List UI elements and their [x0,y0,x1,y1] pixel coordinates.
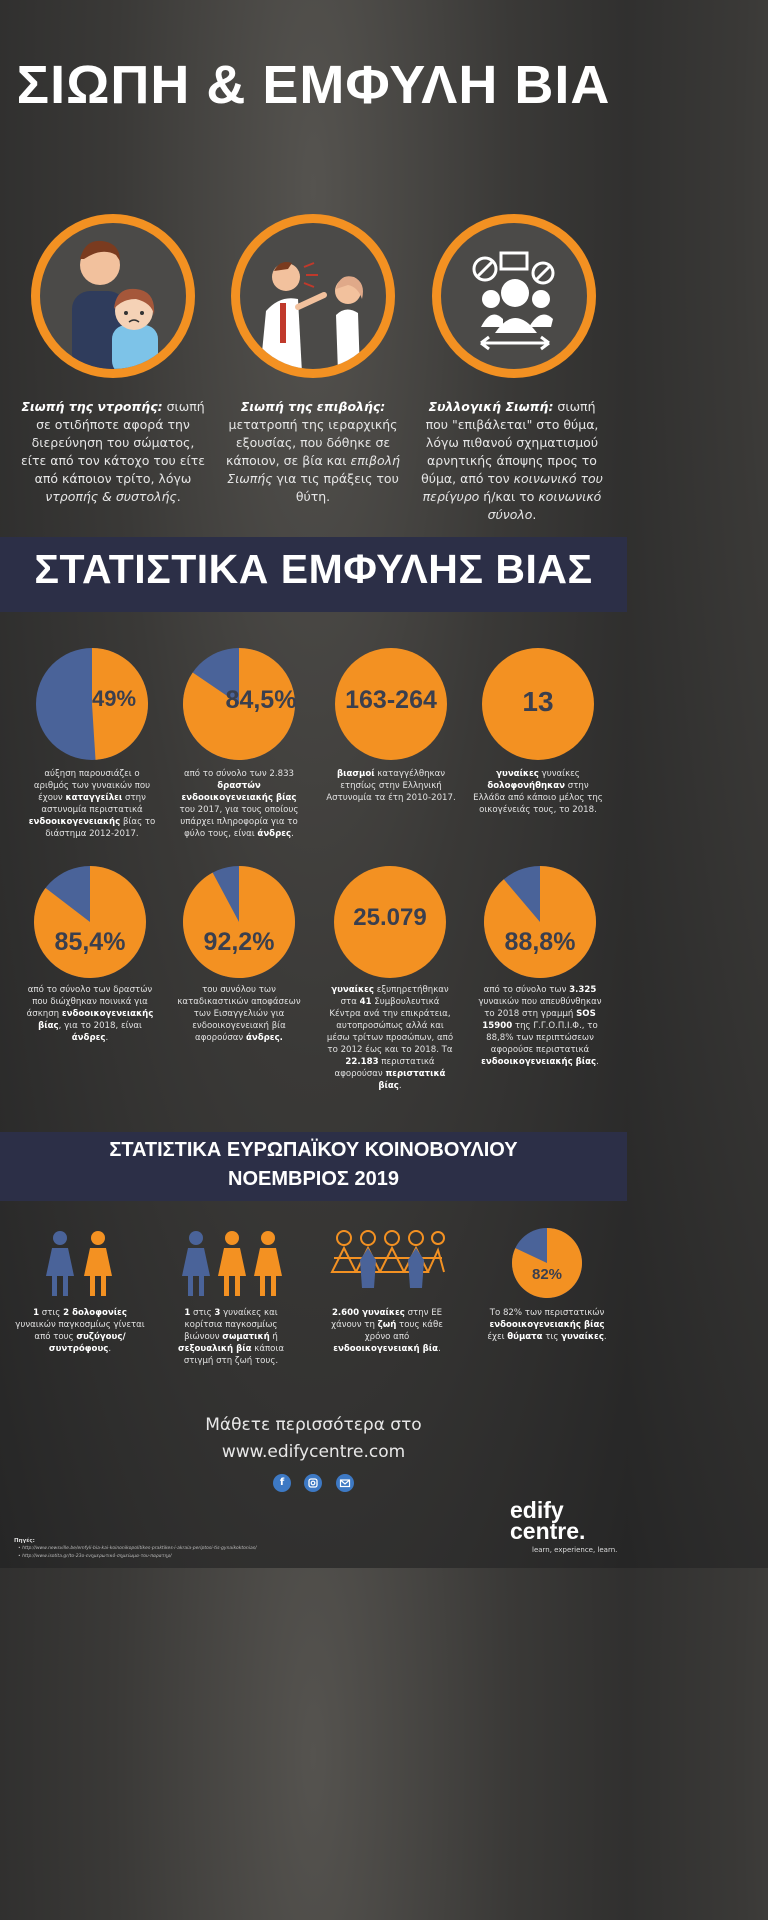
pie-chart [334,866,446,978]
email-icon[interactable] [336,1474,354,1492]
pie-chart [482,648,594,760]
stat-circle: 163-264 [335,648,447,760]
stats-banner [0,537,627,612]
source-link[interactable]: • http://www.isotita.gr/to-23o-ενημερωτι… [18,1554,172,1559]
pie-slice-full [482,648,594,760]
stat-circle: 25.079 [334,866,446,978]
pie-slice-main [484,866,596,978]
learn-more-text: Μάθετε περισσότερα στο [205,1415,422,1435]
pie-chart [484,866,596,978]
stats-banner-title: ΣΤΑΤΙΣΤΙΚΑ ΕΜΦΥΛΗΣ ΒΙΑΣ [34,546,593,592]
logo-tagline: learn, experience, learn. [532,1546,618,1554]
eu-banner [0,1132,627,1201]
shame-silence-text: Σιωπή της ντροπής: σιωπή σε οτιδήποτε αφ… [20,399,206,504]
stat-value: 85,4% [54,928,126,956]
stat-circle: 84,5% [183,648,296,760]
stat-circle: 88,8% [484,866,596,978]
eu-pie: 82% [512,1228,582,1298]
pie-slice-main [512,1228,582,1298]
learn-more: Μάθετε περισσότερα στο www.edifycentre.c… [0,1412,627,1466]
imposed-silence-illustration [231,214,395,378]
pie-slice-main [183,866,295,978]
stat-value: 49% [91,686,137,711]
stat-description: από το σύνολο των δραστών που διώχθηκαν … [26,985,154,1043]
two-women-icon [46,1231,112,1296]
pie-slice-main [34,866,146,978]
stat-value: 92,2% [203,928,275,956]
stat-description: αύξηση παρουσιάζει ο αριθμός των γυναικώ… [28,769,156,839]
stat-description: από το σύνολο των 2.833 δραστών ενδοοικο… [179,769,299,839]
eu-stat-description: 2.600 γυναίκες στην ΕΕ χάνουν τη ζωή του… [331,1308,443,1354]
stat-value: 25.079 [353,904,427,931]
crowd-with-signs-icon [472,251,555,351]
facebook-icon[interactable]: f [273,1474,291,1492]
stat-description: γυναίκες εξυπηρετήθηκαν στα 41 Συμβουλευ… [326,985,454,1091]
stat-circle: 49% [36,648,149,760]
pie-slice-main [92,648,149,760]
pie-slice-main [183,648,295,760]
eu-stat-description: 1 στις 3 γυναίκες και κορίτσια παγκοσμίω… [177,1308,285,1366]
pie-chart [512,1228,582,1298]
pie-chart [183,648,295,760]
collective-silence-text: Συλλογική Σιωπή: σιωπή που "επιβάλεται" … [421,399,603,522]
pie-slice-full [334,866,446,978]
eu-banner-line2: ΝΟΕΜΒΡΙΟΣ 2019 [228,1168,399,1190]
page-title: ΣΙΩΠΗ & ΕΜΦΥΛΗ ΒΙΑ [16,55,611,115]
pie-chart [34,866,146,978]
stat-value: 84,5% [225,686,297,714]
eu-banner-line1: ΣΤΑΤΙΣΤΙΚΑ ΕΥΡΩΠΑΪΚΟΥ ΚΟΙΝΟΒΟΥΛΙΟΥ [109,1139,518,1161]
sources-label: Πηγές: [14,1538,35,1544]
stat-description: από το σύνολο των 3.325 γυναικών που απε… [478,985,602,1067]
pie-slice-full [335,648,447,760]
pie-chart [36,648,149,760]
stat-value: 88,8% [504,928,576,956]
stat-value: 163-264 [345,686,437,714]
eu-banner-title: ΣΤΑΤΙΣΤΙΚΑ ΕΥΡΩΠΑΪΚΟΥ ΚΟΙΝΟΒΟΥΛΙΟΥ ΝΟΕΜΒ… [0,1136,627,1194]
instagram-icon[interactable] [304,1474,322,1492]
pie-chart [335,648,447,760]
stat-circle: 13 [482,648,594,760]
stat-description: γυναίκες γυναίκες δολοφονήθηκαν στην Ελλ… [473,769,603,815]
source-link[interactable]: • http://www.newsville.be/emfyli-bia-kai… [18,1546,257,1551]
stat-circle: 92,2% [183,866,295,978]
man-girl-shush-icon [72,240,158,369]
women-chain-icon [330,1230,445,1288]
edify-logo: edify centre. [510,1497,586,1544]
stat-description: του συνόλου των καταδικαστικών αποφάσεων… [177,985,301,1043]
eu-stat-description: 1 στις 2 δολοφονίες γυναικών παγκοσμίως … [15,1308,145,1354]
man-yelling-woman-icon [260,262,363,369]
shame-silence-illustration [31,214,195,378]
website-link[interactable]: www.edifycentre.com [221,1442,406,1462]
three-women-icon [182,1231,282,1296]
stat-value: 13 [522,686,554,717]
eu-pie-value: 82% [531,1266,563,1283]
collective-silence-illustration [432,214,596,378]
stat-circle: 85,4% [34,866,146,978]
stat-description: βιασμοί καταγγέλθηκαν ετησίως στην Ελλην… [326,769,456,803]
imposed-silence-text: Σιωπή της επιβολής: μετατροπή της ιεραρχ… [226,399,400,504]
pie-chart [183,866,295,978]
eu-stat-description: Το 82% των περιστατικών ενδοοικογενειακή… [487,1308,607,1342]
